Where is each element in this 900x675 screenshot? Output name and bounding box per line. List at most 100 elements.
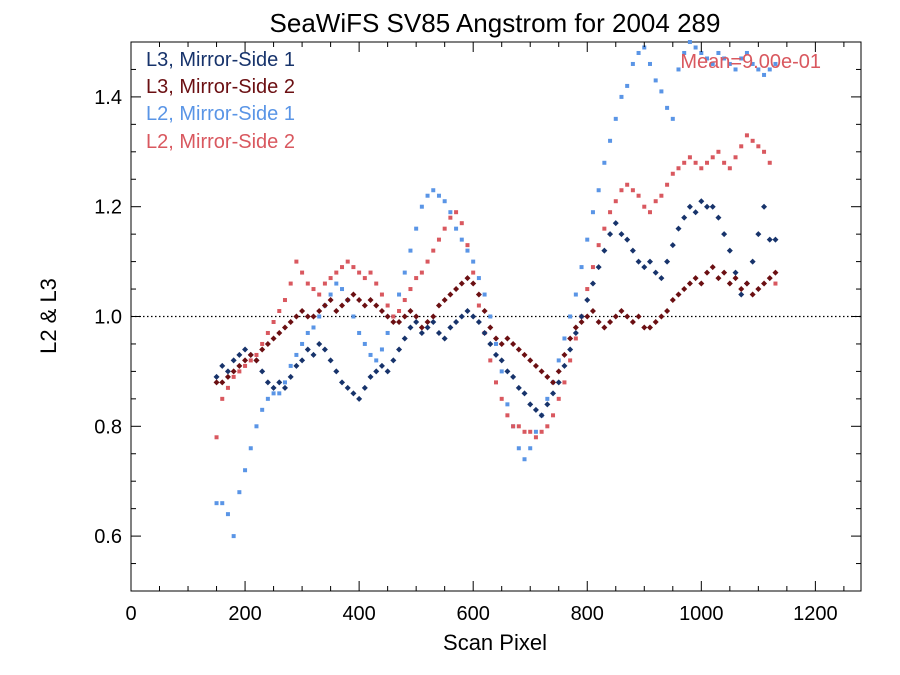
data-point [527,401,534,408]
data-point [231,374,236,379]
series-l2-ms1 [214,40,778,539]
data-point [282,380,287,385]
data-point [470,280,477,287]
legend-item-l3-mirror-side-1: L3, Mirror-Side 1 [146,49,295,71]
data-point [636,193,641,198]
data-point [744,133,749,138]
data-point [722,160,727,165]
data-point [288,363,293,368]
data-point [259,368,266,375]
data-point [596,188,601,193]
data-point [682,160,687,165]
data-point [277,391,282,396]
data-point [750,138,755,143]
data-point [578,318,585,325]
data-point [316,340,323,347]
y-tick-label: 1.4 [94,87,122,109]
data-point [453,286,460,293]
data-point [561,362,568,369]
data-point [384,313,391,320]
data-point [590,265,595,270]
data-point [435,302,442,309]
data-point [224,373,231,380]
data-point [664,258,671,265]
data-point [578,313,585,320]
data-point [522,457,527,462]
data-point [361,384,368,391]
data-point [481,308,488,315]
data-point [749,291,756,298]
data-point [402,270,407,275]
legend: L3, Mirror-Side 1 L3, Mirror-Side 2 L2, … [146,49,295,153]
data-point [738,286,745,293]
data-point [727,166,732,171]
data-point [698,198,705,205]
data-point [441,297,448,304]
data-point [498,357,505,364]
data-point [755,231,762,238]
data-point [733,155,738,160]
data-point [659,89,664,94]
data-point [629,247,636,254]
data-point [430,318,437,325]
data-point [397,309,402,314]
data-point [270,384,277,391]
data-point [321,302,328,309]
data-point [327,357,334,364]
data-point [545,396,550,401]
data-point [568,314,573,319]
data-point [732,275,739,282]
data-point [618,308,625,315]
data-point [379,347,384,352]
data-point [732,269,739,276]
data-point [213,373,220,380]
data-point [499,396,504,401]
data-point [425,259,430,264]
data-point [351,314,356,319]
data-point [772,269,779,276]
data-point [385,303,390,308]
data-point [642,45,647,50]
data-point [562,336,567,341]
data-point [521,390,528,397]
data-point [556,396,561,401]
data-point [362,341,367,346]
data-point [544,373,551,380]
data-point [367,373,374,380]
data-point [458,280,465,287]
x-tick-label: 800 [571,603,604,625]
y-tick-label: 1.0 [94,307,122,329]
data-point [247,351,254,358]
data-point [270,335,277,342]
data-point [722,56,727,61]
data-point [282,298,287,303]
data-point [635,313,642,320]
data-point [515,384,522,391]
data-point [721,231,728,238]
x-axis-label: Scan Pixel [443,630,547,655]
data-point [340,265,345,270]
data-point [362,276,367,281]
data-point [431,188,436,193]
x-tick-label: 0 [125,603,136,625]
data-point [653,78,658,83]
data-point [259,346,266,353]
data-point [629,318,636,325]
data-point [647,61,652,66]
data-point [613,116,618,121]
data-point [726,247,733,254]
data-point [687,155,692,160]
data-point [316,308,323,315]
data-point [368,270,373,275]
data-point [710,155,715,160]
data-point [230,368,237,375]
data-point [236,362,243,369]
data-point [276,379,283,386]
data-point [602,226,607,231]
data-point [219,362,226,369]
data-point [340,287,345,292]
data-point [350,291,357,298]
data-point [532,362,539,369]
data-point [505,402,510,407]
data-point [287,318,294,325]
